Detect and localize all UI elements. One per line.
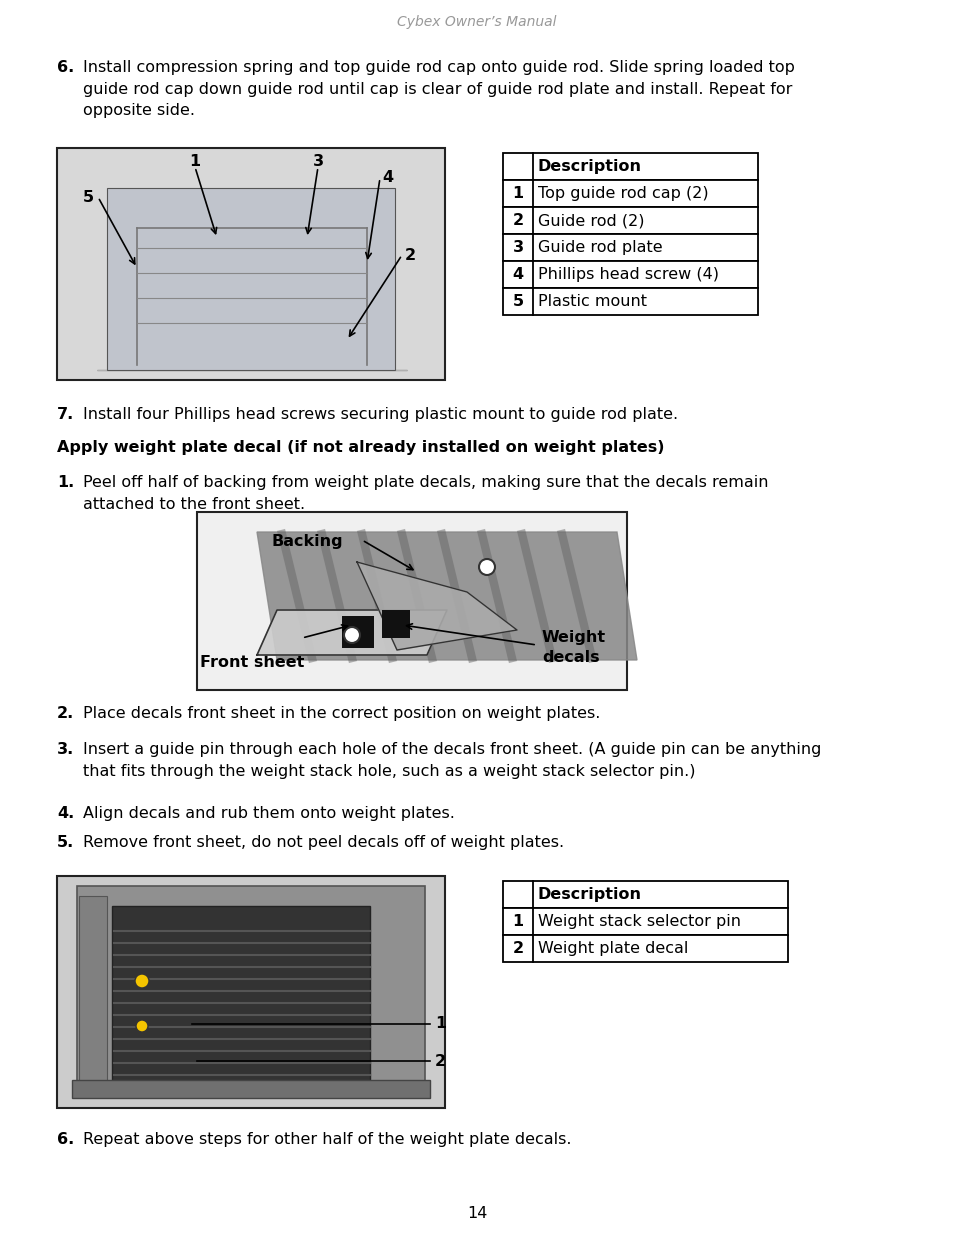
Text: Front sheet: Front sheet [200,655,304,671]
Text: Plastic mount: Plastic mount [537,294,646,309]
Text: 2: 2 [512,212,523,228]
Text: Repeat above steps for other half of the weight plate decals.: Repeat above steps for other half of the… [83,1132,571,1147]
Bar [502,935,787,962]
Text: 1: 1 [512,914,523,929]
Text: Weight stack selector pin: Weight stack selector pin [537,914,740,929]
Bar [107,188,395,370]
Bar [502,261,758,288]
Text: 3: 3 [512,240,523,254]
Text: Phillips head screw (4): Phillips head screw (4) [537,267,719,282]
Text: 4.: 4. [57,806,74,821]
Bar [77,885,424,1098]
Text: Guide rod plate: Guide rod plate [537,240,662,254]
Text: 7.: 7. [57,408,74,422]
Text: Insert a guide pin through each hole of the decals front sheet. (A guide pin can: Insert a guide pin through each hole of … [83,742,821,778]
Text: Description: Description [537,159,641,174]
Text: 1: 1 [435,1016,446,1031]
Bar [57,148,444,380]
Text: Cybex Owner’s Manual: Cybex Owner’s Manual [396,15,557,28]
Circle shape [344,627,359,643]
Bar [79,897,107,1093]
Text: Description: Description [537,887,641,902]
Circle shape [478,559,495,576]
Bar [502,908,787,935]
Text: 5: 5 [512,294,523,309]
Bar [502,180,758,207]
Text: Align decals and rub them onto weight plates.: Align decals and rub them onto weight pl… [83,806,455,821]
Text: 2.: 2. [57,706,74,721]
Text: Install four Phillips head screws securing plastic mount to guide rod plate.: Install four Phillips head screws securi… [83,408,678,422]
Bar [502,881,787,908]
Text: 6.: 6. [57,61,74,75]
Text: 4: 4 [382,170,394,185]
Circle shape [136,1020,148,1032]
Bar [502,207,758,233]
Text: Weight plate decal: Weight plate decal [537,941,688,956]
Text: 1: 1 [512,186,523,201]
Text: 2: 2 [435,1053,446,1068]
Bar [71,1079,430,1098]
Text: 4: 4 [512,267,523,282]
Text: 2: 2 [512,941,523,956]
Bar [57,876,444,1108]
Text: Peel off half of backing from weight plate decals, making sure that the decals r: Peel off half of backing from weight pla… [83,475,768,511]
Text: Weight
decals: Weight decals [541,630,605,664]
Bar [112,906,370,1088]
Text: Apply weight plate decal (if not already installed on weight plates): Apply weight plate decal (if not already… [57,440,664,454]
Text: Backing: Backing [272,534,343,550]
Polygon shape [356,562,517,650]
Text: Place decals front sheet in the correct position on weight plates.: Place decals front sheet in the correct … [83,706,599,721]
Circle shape [135,974,149,988]
Text: 1.: 1. [57,475,74,490]
Text: 3.: 3. [57,742,74,757]
Text: 2: 2 [404,247,416,263]
Text: 14: 14 [466,1205,487,1220]
Bar [196,513,626,690]
Text: 1: 1 [190,154,200,169]
Text: 5.: 5. [57,835,74,850]
Bar [502,233,758,261]
Bar [502,288,758,315]
Text: Top guide rod cap (2): Top guide rod cap (2) [537,186,708,201]
Bar [502,153,758,180]
Text: 3: 3 [313,154,323,169]
Text: Remove front sheet, do not peel decals off of weight plates.: Remove front sheet, do not peel decals o… [83,835,563,850]
Polygon shape [256,532,637,659]
Polygon shape [256,610,447,655]
Text: 5: 5 [82,189,93,205]
Bar [381,610,410,638]
Text: Guide rod (2): Guide rod (2) [537,212,644,228]
Text: 6.: 6. [57,1132,74,1147]
Bar [341,616,374,648]
Text: Install compression spring and top guide rod cap onto guide rod. Slide spring lo: Install compression spring and top guide… [83,61,794,119]
